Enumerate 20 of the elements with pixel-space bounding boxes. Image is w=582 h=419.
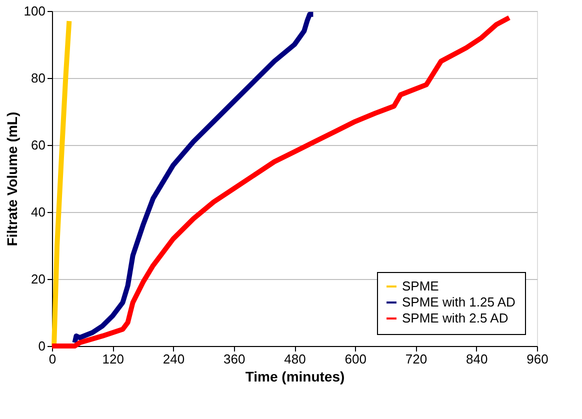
y-tick-label: 20	[31, 272, 46, 286]
x-tick-label: 360	[224, 352, 246, 366]
y-tick-label: 40	[31, 204, 46, 220]
legend-label: SPME	[402, 278, 440, 294]
x-tick-label: 720	[405, 352, 428, 366]
y-tick-label: 80	[31, 70, 46, 86]
legend-label: SPME with 1.25 AD	[402, 294, 516, 310]
x-tick-label: 600	[344, 352, 366, 366]
y-tick-label: 60	[31, 138, 46, 152]
y-tick-label: 100	[24, 4, 46, 18]
x-tick-label: 240	[162, 352, 185, 366]
y-tick-label: 0	[38, 338, 46, 354]
x-tick-label: 960	[526, 352, 548, 366]
x-axis-title: Time (minutes)	[245, 368, 345, 384]
x-tick-label: 120	[102, 352, 124, 366]
y-axis-title: Filtrate Volume (mL)	[4, 112, 20, 246]
x-tick-label: 840	[466, 352, 488, 366]
legend-label: SPME with 2.5 AD	[402, 310, 508, 326]
x-tick-label: 480	[284, 352, 306, 366]
x-tick-label: 0	[48, 352, 56, 366]
